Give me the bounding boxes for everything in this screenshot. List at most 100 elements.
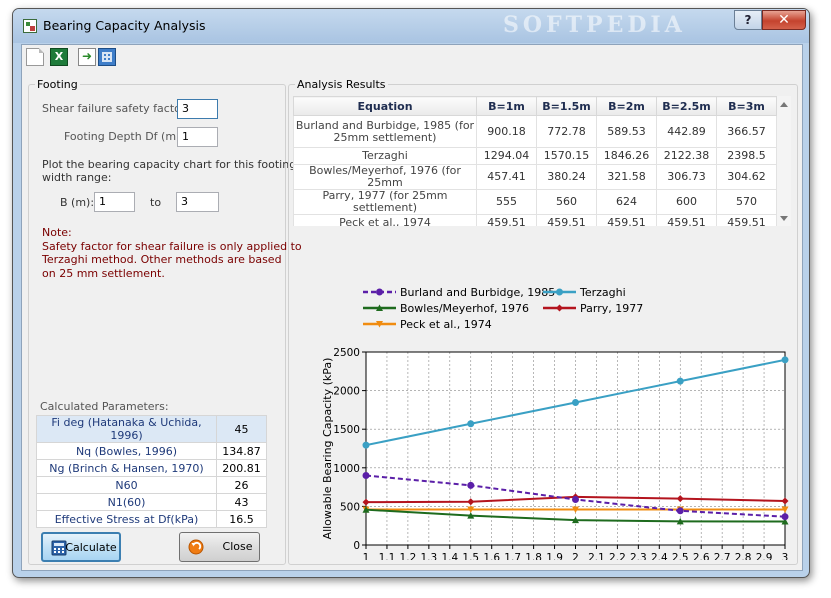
x-tick-label: 1 — [363, 552, 370, 560]
value-cell: 589.53 — [596, 115, 657, 148]
value-cell: 442.89 — [656, 115, 717, 148]
value-cell: 2398.5 — [716, 147, 777, 165]
b-to-input[interactable]: 3 — [176, 192, 219, 212]
table-row[interactable]: Bowles/Meyerhof, 1976 (for 25mm 457.41 3… — [293, 164, 777, 190]
export-icon[interactable] — [78, 48, 96, 66]
legend-marker — [556, 304, 563, 312]
legend-label: Terzaghi — [579, 286, 626, 299]
data-point — [467, 512, 475, 519]
x-tick-label: 1.6 — [483, 552, 500, 560]
b-from-input[interactable]: 1 — [94, 192, 135, 212]
param-row[interactable]: Fi deg (Hatanaka & Uchida, 1996) 45 — [36, 415, 267, 443]
footing-depth-label: Footing Depth Df (m): — [64, 130, 185, 143]
x-tick-label: 2.6 — [693, 552, 710, 560]
param-name: Effective Stress at Df(kPa) — [36, 510, 217, 528]
column-header[interactable]: Equation — [293, 96, 477, 116]
equation-cell: Terzaghi — [293, 147, 477, 165]
value-cell: 624 — [596, 189, 657, 215]
window-title: Bearing Capacity Analysis — [43, 18, 206, 33]
table-row[interactable]: Terzaghi 1294.04 1570.15 1846.26 2122.38… — [293, 147, 777, 165]
footing-group-label: Footing — [35, 78, 80, 91]
param-row[interactable]: Effective Stress at Df(kPa) 16.5 — [36, 510, 267, 528]
scroll-down-icon[interactable] — [780, 216, 788, 221]
table-row[interactable]: Parry, 1977 (for 25mm settlement) 555 56… — [293, 189, 777, 215]
table-scrollbar[interactable] — [777, 96, 791, 226]
param-name: Ng (Brinch & Hansen, 1970) — [36, 459, 217, 477]
x-tick-label: 1.2 — [400, 552, 417, 560]
range-text-line1: Plot the bearing capacity chart for this… — [42, 158, 297, 171]
param-value: 200.81 — [216, 459, 267, 477]
value-cell: 555 — [476, 189, 537, 215]
data-point — [362, 498, 370, 506]
x-tick-label: 1.7 — [504, 552, 521, 560]
equation-cell: Parry, 1977 (for 25mm settlement) — [293, 189, 477, 215]
column-header[interactable]: B=1m — [476, 96, 537, 116]
data-point — [781, 497, 789, 505]
calculator-icon[interactable] — [98, 48, 116, 66]
legend-marker — [376, 321, 383, 328]
column-header[interactable]: B=2m — [596, 96, 657, 116]
x-tick-label: 2.1 — [588, 552, 605, 560]
value-cell: 459.51 — [596, 214, 657, 226]
results-group: Analysis Results — [288, 78, 798, 565]
value-cell: 304.62 — [716, 164, 777, 190]
data-point — [676, 507, 684, 515]
table-row[interactable]: Peck et al., 1974 459.51 459.51 459.51 4… — [293, 214, 777, 226]
value-cell: 1846.26 — [596, 147, 657, 165]
help-button[interactable]: ? — [734, 10, 762, 30]
value-cell: 560 — [536, 189, 597, 215]
data-point — [676, 377, 684, 385]
footing-group: Footing — [28, 78, 286, 565]
data-point — [362, 441, 370, 449]
data-point — [781, 356, 789, 364]
param-row[interactable]: N1(60) 43 — [36, 493, 267, 511]
value-cell: 600 — [656, 189, 717, 215]
window-close-button[interactable]: ✕ — [762, 10, 806, 30]
calculate-button[interactable]: Calculate — [41, 532, 121, 562]
range-text-line2: width range: — [42, 171, 112, 184]
x-tick-label: 1.5 — [462, 552, 479, 560]
param-row[interactable]: N60 26 — [36, 476, 267, 494]
excel-icon[interactable]: X — [50, 48, 68, 66]
safety-factor-label: Shear failure safety factor: — [42, 102, 189, 115]
value-cell: 570 — [716, 189, 777, 215]
softpedia-watermark: SOFTPEDIA — [503, 12, 686, 38]
footing-depth-input[interactable]: 1 — [177, 127, 218, 147]
title-bar[interactable]: Bearing Capacity Analysis SOFTPEDIA ? ✕ — [13, 9, 809, 43]
value-cell: 366.57 — [716, 115, 777, 148]
note-line-2: Terzaghi method. Other methods are based — [42, 253, 282, 266]
table-row[interactable]: Burland and Burbidge, 1985 (for 25mm set… — [293, 115, 777, 148]
data-point — [572, 506, 579, 514]
new-icon[interactable] — [26, 48, 44, 66]
close-button[interactable]: Close — [179, 532, 260, 562]
to-label: to — [150, 196, 162, 209]
scroll-up-icon[interactable] — [780, 102, 788, 107]
results-grid: Equation B=1m B=1.5m B=2m B=2.5m B=3m Bu… — [293, 96, 791, 226]
value-cell: 900.18 — [476, 115, 537, 148]
param-name: Nq (Bowles, 1996) — [36, 442, 217, 460]
data-point — [362, 506, 370, 513]
data-point — [781, 506, 789, 514]
x-tick-label: 1.4 — [441, 552, 458, 560]
bearing-capacity-chart: 1 1.1 1.2 1.3 1.4 1.5 1.6 1.7 1.8 1.9 2 2.1 2.2 2.3 2.… — [321, 286, 789, 560]
legend-marker — [556, 288, 563, 296]
column-header[interactable]: B=2.5m — [656, 96, 717, 116]
safety-factor-input[interactable]: 3 — [177, 99, 218, 119]
param-row[interactable]: Nq (Bowles, 1996) 134.87 — [36, 442, 267, 460]
value-cell: 459.51 — [536, 214, 597, 226]
data-point — [781, 517, 789, 525]
app-window: Bearing Capacity Analysis SOFTPEDIA ? ✕ … — [12, 8, 810, 578]
calculator-icon — [51, 540, 67, 556]
column-header[interactable]: B=1.5m — [536, 96, 597, 116]
param-row[interactable]: Ng (Brinch & Hansen, 1970) 200.81 — [36, 459, 267, 477]
column-header[interactable]: B=3m — [716, 96, 777, 116]
equation-cell: Peck et al., 1974 — [293, 214, 477, 226]
close-button-label: Close — [222, 540, 253, 553]
param-value: 134.87 — [216, 442, 267, 460]
value-cell: 321.58 — [596, 164, 657, 190]
y-tick-label: 2000 — [333, 386, 360, 398]
value-cell: 2122.38 — [656, 147, 717, 165]
y-tick-label: 2500 — [333, 347, 360, 359]
legend-marker — [376, 304, 383, 311]
note-line-3: on 25 mm settlement. — [42, 266, 165, 280]
